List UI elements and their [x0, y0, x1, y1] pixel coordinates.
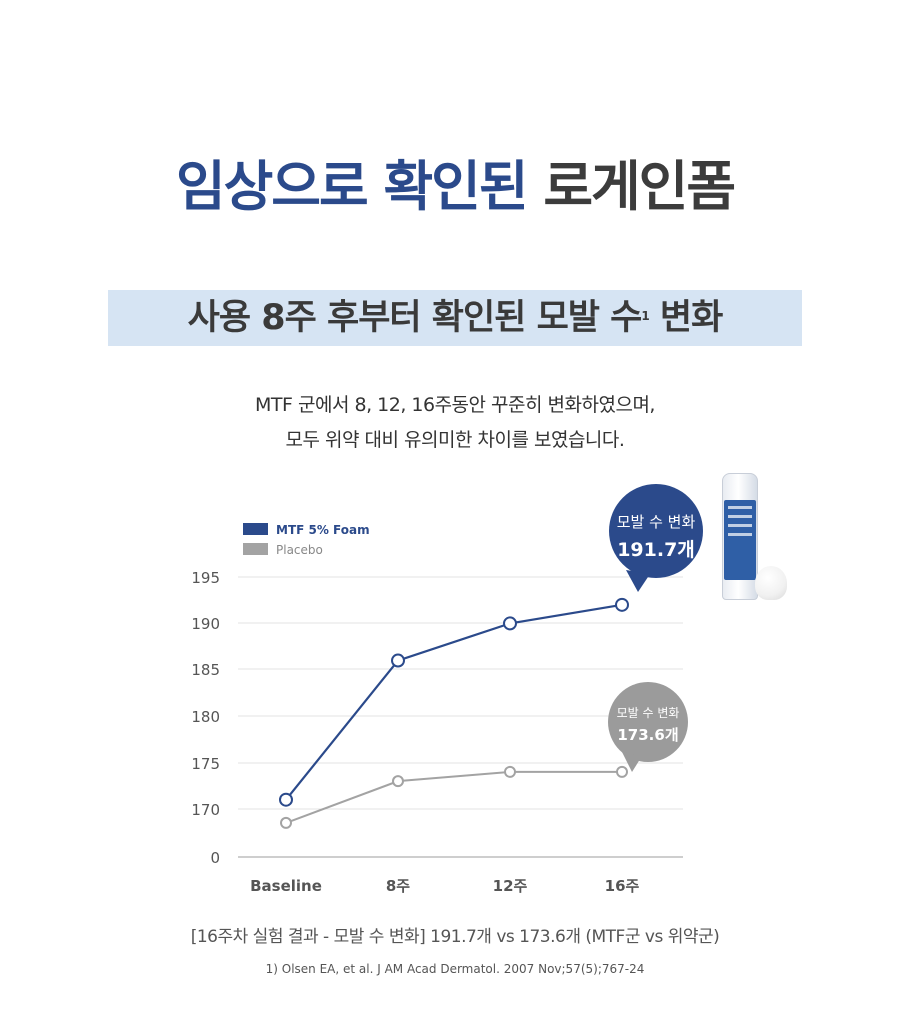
mtf-data-point — [615, 597, 629, 612]
description-line-1: MTF 군에서 8, 12, 16주동안 꾸준히 변화하였으며, — [255, 394, 655, 416]
y-tick-label: 170 — [191, 801, 220, 819]
x-tick-label: Baseline — [250, 877, 322, 895]
placebo-bubble-tail — [622, 752, 642, 772]
legend-label: Placebo — [276, 543, 323, 557]
chart-grid — [238, 576, 683, 858]
y-tick-label: 0 — [210, 849, 220, 867]
product-label-icon — [724, 500, 756, 580]
description: MTF 군에서 8, 12, 16주동안 꾸준히 변화하였으며, 모두 위약 대… — [0, 388, 910, 458]
y-tick-label: 180 — [191, 708, 220, 726]
placebo-bubble — [608, 682, 688, 762]
placebo-data-point — [504, 765, 516, 778]
y-tick-label: 195 — [191, 569, 220, 587]
subtitle-banner: 사용 8주 후부터 확인된 모발 수1 변화 — [108, 290, 802, 346]
title-highlight: 임상으로 확인된 — [175, 155, 529, 218]
mtf-bubble-value: 191.7개 — [617, 539, 695, 561]
mtf-data-point — [503, 616, 517, 631]
placebo-data-point — [280, 816, 292, 829]
title-brand: 로게인폼 — [543, 155, 736, 218]
x-tick-label: 16주 — [605, 877, 640, 895]
y-tick-label: 185 — [191, 661, 220, 679]
mtf-data-point — [279, 792, 293, 807]
mtf-bubble — [609, 484, 703, 578]
placebo-bubble-value: 173.6개 — [617, 726, 678, 744]
x-axis-ticks: Baseline 8주 12주 16주 — [250, 877, 639, 895]
x-tick-label: 8주 — [386, 877, 410, 895]
subtitle-footnote-mark: 1 — [641, 309, 649, 323]
description-line-2: 모두 위약 대비 유의미한 차이를 보였습니다. — [285, 429, 625, 451]
mtf-bubble-label: 모발 수 변화 — [617, 513, 696, 531]
series-lines — [285, 603, 623, 824]
placebo-data-point — [392, 775, 404, 788]
page-title: 임상으로 확인된 로게인폼 — [0, 152, 910, 222]
chart-caption: [16주차 실험 결과 - 모발 수 변화] 191.7개 vs 173.6개 … — [190, 927, 720, 947]
mtf-series-line — [285, 603, 623, 801]
legend-swatch — [243, 523, 268, 535]
series-points — [279, 597, 629, 829]
subtitle-tail: 변화 — [659, 298, 723, 338]
placebo-bubble-label: 모발 수 변화 — [617, 706, 680, 720]
foam-icon — [755, 566, 787, 600]
mtf-data-point — [391, 653, 405, 668]
y-tick-label: 175 — [191, 755, 220, 773]
legend-label: MTF 5% Foam — [276, 523, 370, 537]
subtitle-main: 사용 8주 후부터 확인된 모발 수 — [187, 298, 643, 338]
x-tick-label: 12주 — [493, 877, 528, 895]
legend-swatch — [243, 543, 268, 555]
y-axis-ticks: 195 190 185 180 175 170 0 — [191, 569, 220, 867]
y-tick-label: 190 — [191, 615, 220, 633]
chart-legend: MTF 5% Foam Placebo — [243, 523, 370, 557]
placebo-data-point — [616, 765, 628, 778]
placebo-series-line — [285, 770, 622, 824]
mtf-bubble-tail — [626, 570, 650, 592]
footnote: 1) Olsen EA, et al. J AM Acad Dermatol. … — [265, 962, 645, 976]
